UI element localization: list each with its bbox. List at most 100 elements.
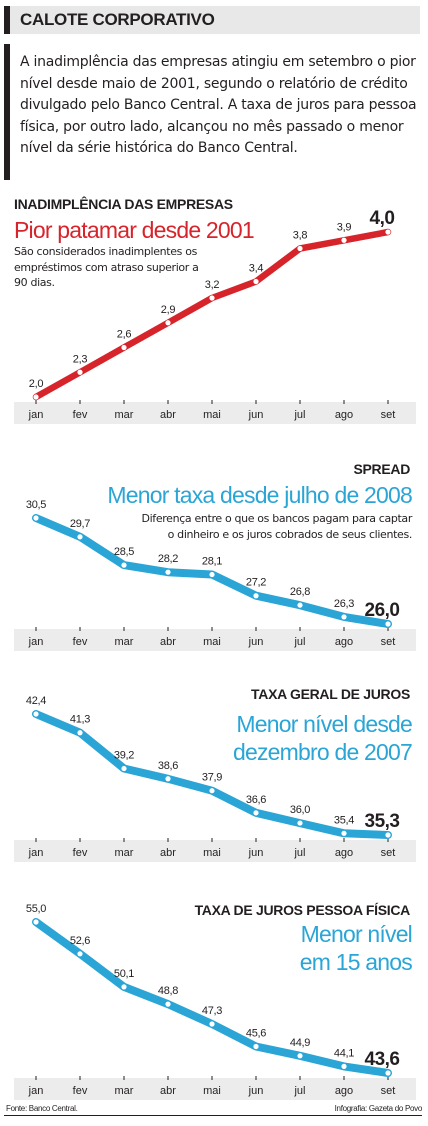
data-point <box>385 229 391 235</box>
chart-plot: jan fev mar abr mai jun jul ago set 42,4 41,3 39,2 3… <box>14 695 416 862</box>
x-tick-label: mai <box>203 1085 221 1097</box>
x-tick-label: jun <box>248 409 264 421</box>
data-point <box>385 621 391 627</box>
data-point <box>253 810 259 816</box>
data-point <box>209 295 215 301</box>
data-point <box>77 951 83 957</box>
data-label: 28,5 <box>114 546 134 558</box>
data-label: 26,3 <box>334 598 354 610</box>
chart-plot: jan fev mar abr mai jun jul ago set 30,5 29,7 28,5 2… <box>14 499 416 651</box>
x-tick-label: mai <box>203 409 221 421</box>
data-point <box>209 1021 215 1027</box>
data-point <box>165 569 171 575</box>
data-label: 44,9 <box>290 1037 310 1049</box>
x-tick-label: set <box>381 1085 396 1097</box>
data-point <box>209 788 215 794</box>
data-point <box>121 344 127 351</box>
x-tick-label: abr <box>160 636 176 648</box>
data-label: 35,3 <box>365 811 400 832</box>
data-point <box>341 237 347 243</box>
x-tick-label: jan <box>28 847 44 859</box>
data-label: 39,2 <box>114 750 134 762</box>
data-point <box>253 278 259 285</box>
data-point <box>77 369 83 375</box>
data-point <box>33 711 39 717</box>
x-axis-band <box>14 840 416 862</box>
data-label: 50,1 <box>114 968 134 980</box>
x-tick-label: mar <box>115 636 134 648</box>
x-tick-label: jul <box>293 636 305 648</box>
data-label: 27,2 <box>246 577 266 589</box>
x-tick-label: set <box>381 636 396 648</box>
data-label: 29,7 <box>70 518 90 530</box>
x-tick-label: mai <box>203 636 221 648</box>
x-tick-label: jan <box>28 636 44 648</box>
data-point <box>121 562 127 568</box>
data-label: 2,6 <box>117 329 132 341</box>
data-label: 48,8 <box>158 985 178 997</box>
x-tick-label: jan <box>28 409 44 421</box>
page-title: CALOTE CORPORATIVO <box>20 10 215 29</box>
intro-text: A inadimplência das empresas atingiu em … <box>20 54 417 157</box>
header-bar: CALOTE CORPORATIVO <box>4 6 420 34</box>
data-point <box>297 245 303 252</box>
data-label: 3,8 <box>293 230 308 242</box>
data-point <box>165 776 171 782</box>
data-label: 52,6 <box>70 935 90 947</box>
x-tick-label: abr <box>160 847 176 859</box>
credit-note: Infografia: Gazeta do Povo <box>334 1104 423 1113</box>
data-label: 2,0 <box>29 378 44 390</box>
x-tick-label: jun <box>248 847 264 859</box>
chart-headline: Pior patamar desde 2001 <box>14 217 255 243</box>
x-tick-label: jul <box>293 1085 305 1097</box>
x-tick-label: mar <box>115 847 134 859</box>
chart-title: SPREAD <box>353 461 410 477</box>
x-tick-label: fev <box>73 847 88 859</box>
data-point <box>385 1070 391 1076</box>
data-label: 55,0 <box>26 903 46 915</box>
x-tick-label: jan <box>28 1085 44 1097</box>
data-label: 3,2 <box>205 279 220 291</box>
x-tick-label: mar <box>115 409 134 421</box>
data-point <box>33 515 39 521</box>
data-label: 3,9 <box>337 221 352 233</box>
data-label: 4,0 <box>370 208 395 229</box>
data-label: 45,6 <box>246 1028 266 1040</box>
chart-note: Diferença entre o que os bancos pagam pa… <box>141 512 412 541</box>
data-point <box>385 832 391 838</box>
x-tick-label: jul <box>293 409 305 421</box>
data-point <box>77 730 83 736</box>
data-label: 35,4 <box>334 814 354 826</box>
chart-headline: Menor nível desde dezembro de 2007 <box>232 711 413 765</box>
x-tick-label: fev <box>73 1085 88 1097</box>
chart-inadimplencia: INADIMPLÊNCIA DAS EMPRESAS Pior patamar … <box>0 190 428 425</box>
chart-spread: SPREAD Menor taxa desde julho de 2008 Di… <box>0 455 428 660</box>
data-label: 42,4 <box>26 695 46 707</box>
data-label: 44,1 <box>334 1047 354 1059</box>
data-point <box>77 534 83 540</box>
data-label: 28,1 <box>202 556 222 568</box>
x-tick-label: jun <box>248 1085 264 1097</box>
data-point <box>33 919 39 925</box>
data-label: 30,5 <box>26 499 46 511</box>
data-label: 26,0 <box>365 600 400 621</box>
data-label: 43,6 <box>365 1049 400 1070</box>
chart-headline: Menor nível em 15 anos <box>299 921 413 975</box>
x-tick-label: fev <box>73 636 88 648</box>
chart-note: São considerados inadimplentes os emprés… <box>14 245 199 289</box>
data-label: 47,3 <box>202 1005 222 1017</box>
x-tick-label: ago <box>335 847 353 859</box>
x-tick-label: set <box>381 409 396 421</box>
chart-title: TAXA DE JUROS PESSOA FÍSICA <box>194 902 411 918</box>
x-tick-label: ago <box>335 409 353 421</box>
data-point <box>253 1043 259 1050</box>
footer-divider <box>4 1115 422 1116</box>
x-axis-band <box>14 1078 416 1100</box>
data-point <box>341 614 347 620</box>
data-label: 36,6 <box>246 794 266 806</box>
x-tick-label: jun <box>248 636 264 648</box>
x-tick-label: mar <box>115 1085 134 1097</box>
data-point <box>341 1063 347 1069</box>
data-point <box>165 320 171 326</box>
data-point <box>253 593 259 599</box>
